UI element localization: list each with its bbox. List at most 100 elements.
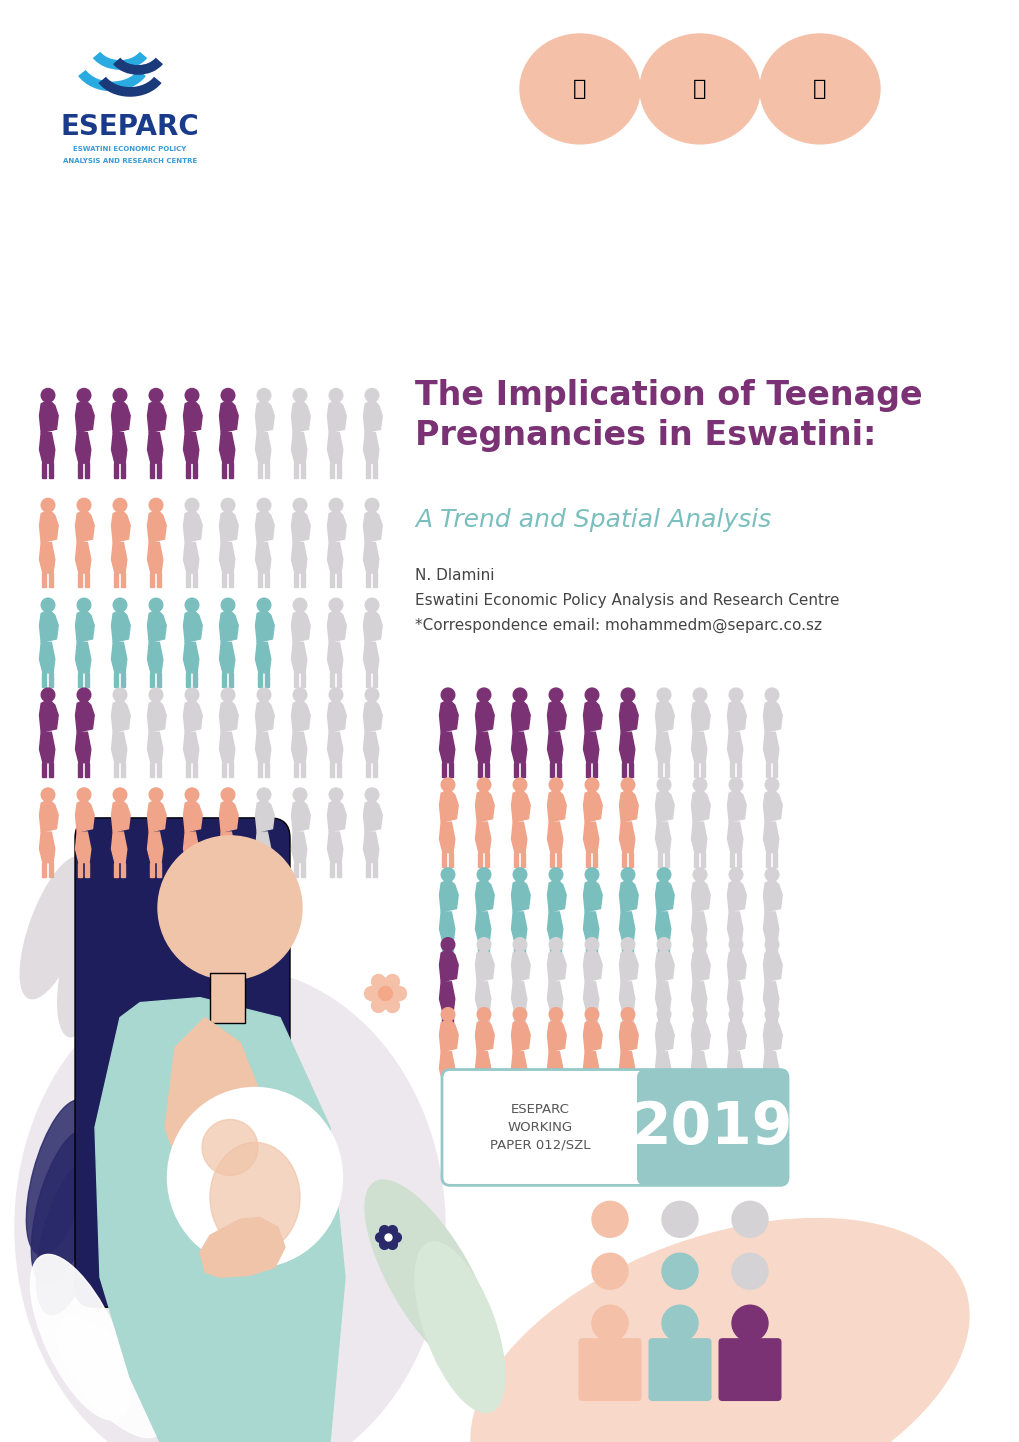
Polygon shape [258,862,262,877]
Polygon shape [85,463,89,477]
Polygon shape [183,702,202,733]
Circle shape [513,777,526,792]
Circle shape [693,937,706,952]
Polygon shape [327,832,342,862]
Ellipse shape [15,968,444,1442]
Circle shape [365,688,378,702]
Polygon shape [327,802,345,832]
Text: 📊: 📊 [812,79,825,99]
Polygon shape [148,402,166,433]
Circle shape [149,388,163,402]
Polygon shape [727,792,746,822]
Polygon shape [727,982,742,1012]
Polygon shape [439,1051,454,1083]
Polygon shape [629,852,633,867]
Circle shape [292,688,307,702]
Polygon shape [586,852,590,867]
Circle shape [365,388,378,402]
Polygon shape [592,943,596,957]
Polygon shape [730,943,734,957]
Polygon shape [293,763,298,777]
Polygon shape [583,733,598,763]
Polygon shape [75,702,94,733]
Polygon shape [327,402,345,433]
Polygon shape [219,832,234,862]
Circle shape [621,868,634,881]
Polygon shape [255,402,274,433]
Polygon shape [265,862,269,877]
Text: 📊: 📊 [573,79,586,99]
Circle shape [621,777,634,792]
Polygon shape [157,572,161,587]
Polygon shape [291,702,310,733]
Polygon shape [366,862,370,877]
Polygon shape [336,862,340,877]
Polygon shape [586,943,590,957]
Polygon shape [255,733,270,763]
Circle shape [365,598,378,611]
Circle shape [656,937,671,952]
Polygon shape [484,852,489,867]
Polygon shape [727,822,742,852]
Polygon shape [556,1083,560,1097]
Polygon shape [291,542,307,572]
Polygon shape [475,881,494,911]
Circle shape [591,1253,628,1289]
Circle shape [292,388,307,402]
Polygon shape [475,1021,494,1051]
Circle shape [693,777,706,792]
Polygon shape [148,611,166,642]
Polygon shape [677,1387,679,1394]
Polygon shape [511,822,526,852]
Polygon shape [40,642,55,673]
Polygon shape [657,852,661,867]
Polygon shape [691,911,706,943]
Polygon shape [547,792,566,822]
Polygon shape [363,542,378,572]
Circle shape [729,777,742,792]
Polygon shape [363,611,382,642]
Circle shape [149,688,163,702]
Polygon shape [291,733,307,763]
Circle shape [661,1305,697,1341]
Polygon shape [185,463,191,477]
Circle shape [41,388,55,402]
Circle shape [661,1201,697,1237]
Polygon shape [586,1012,590,1027]
Polygon shape [772,1083,776,1097]
Text: The Implication of Teenage
Pregnancies in Eswatini:: The Implication of Teenage Pregnancies i… [415,378,922,453]
Circle shape [477,1008,490,1021]
Polygon shape [183,832,199,862]
Circle shape [329,388,342,402]
Polygon shape [114,763,118,777]
Polygon shape [150,463,154,477]
FancyBboxPatch shape [441,1070,788,1185]
Polygon shape [439,952,458,982]
Circle shape [621,688,634,702]
Ellipse shape [210,1142,300,1252]
Circle shape [548,1008,562,1021]
Polygon shape [700,1083,704,1097]
Polygon shape [293,572,298,587]
Polygon shape [693,1012,698,1027]
Ellipse shape [759,35,879,144]
Ellipse shape [26,1100,94,1255]
Polygon shape [605,1354,614,1370]
Polygon shape [549,943,553,957]
Circle shape [585,777,598,792]
Polygon shape [111,433,126,463]
Circle shape [441,688,454,702]
Polygon shape [439,982,454,1012]
Polygon shape [148,512,166,542]
Polygon shape [42,463,46,477]
Polygon shape [75,402,94,433]
Polygon shape [183,611,202,642]
Ellipse shape [37,1159,104,1315]
Polygon shape [583,952,601,982]
Polygon shape [478,1083,482,1097]
Polygon shape [556,943,560,957]
Polygon shape [111,642,126,673]
Polygon shape [291,642,307,673]
Polygon shape [655,733,671,763]
Polygon shape [521,763,525,777]
